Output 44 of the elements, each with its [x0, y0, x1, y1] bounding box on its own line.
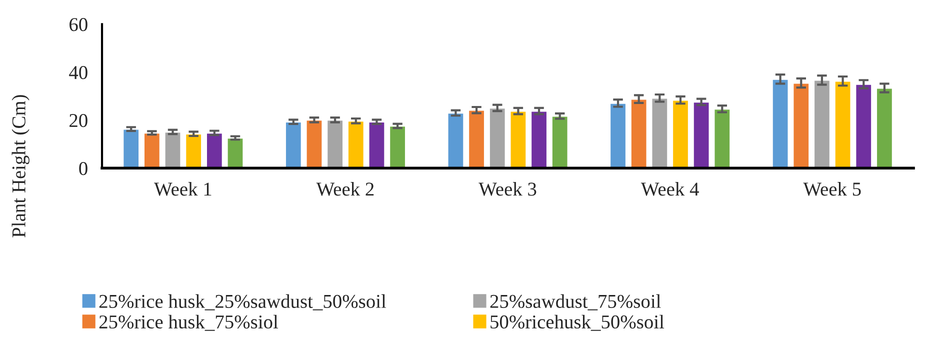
bar	[876, 87, 894, 168]
bar	[305, 119, 324, 168]
legend-label: 25%sawdust_75%soil	[490, 294, 661, 310]
bar	[143, 132, 161, 168]
bar	[672, 99, 690, 168]
y-tick-label: 40	[69, 66, 88, 80]
bar	[122, 128, 140, 168]
bar	[446, 112, 465, 168]
bar	[284, 121, 302, 168]
legend-label: 50%ricehusk_50%soil	[490, 314, 664, 331]
bar	[813, 79, 831, 168]
y-tick-label: 0	[79, 162, 88, 176]
bar	[551, 115, 569, 168]
y-axis-title: Plant Height (Cm)	[12, 95, 30, 238]
bar	[226, 137, 244, 168]
x-tick-label: Week 1	[154, 182, 212, 196]
bar	[164, 131, 182, 168]
legend-label: 25%rice husk_75%siol	[99, 314, 278, 331]
bar	[347, 120, 365, 168]
bar	[609, 102, 627, 168]
bar	[368, 121, 386, 168]
y-tick-label: 20	[70, 114, 88, 128]
bar	[771, 78, 790, 168]
bar	[184, 133, 202, 168]
bar	[792, 82, 810, 168]
bar	[834, 80, 852, 168]
bar	[713, 108, 731, 168]
bar	[509, 110, 528, 168]
legend-label: 25%rice husk_25%sawdust_50%soil	[99, 294, 386, 310]
bar	[326, 119, 344, 168]
bar	[530, 110, 548, 168]
bar	[468, 109, 486, 168]
x-tick-label: Week 3	[478, 182, 536, 196]
bar	[206, 132, 224, 168]
x-tick-label: Week 2	[316, 182, 374, 196]
y-tick-label: 60	[70, 18, 88, 32]
x-tick-label: Week 5	[803, 182, 861, 196]
bar	[692, 101, 710, 168]
x-tick-label: Week 4	[640, 182, 699, 196]
bar	[854, 84, 872, 168]
bar	[630, 98, 648, 168]
bar	[388, 125, 406, 168]
bar	[650, 97, 668, 168]
bar	[488, 107, 506, 168]
